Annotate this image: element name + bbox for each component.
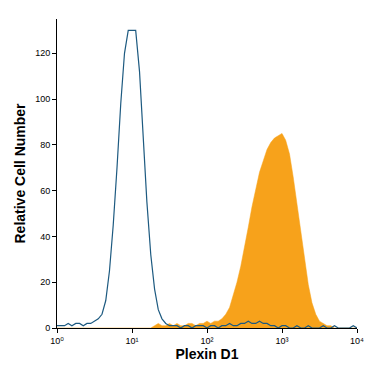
svg-text:10⁰: 10⁰	[50, 336, 64, 346]
svg-text:60: 60	[40, 186, 50, 196]
svg-text:80: 80	[40, 140, 50, 150]
svg-text:120: 120	[35, 48, 50, 58]
svg-text:10³: 10³	[275, 336, 288, 346]
svg-text:10²: 10²	[200, 336, 213, 346]
svg-text:10⁴: 10⁴	[350, 336, 364, 346]
svg-text:Relative Cell Number: Relative Cell Number	[12, 103, 28, 244]
svg-text:40: 40	[40, 232, 50, 242]
svg-text:10¹: 10¹	[125, 336, 138, 346]
svg-text:20: 20	[40, 277, 50, 287]
svg-text:0: 0	[45, 323, 50, 333]
svg-text:Plexin D1: Plexin D1	[175, 346, 238, 362]
svg-text:100: 100	[35, 94, 50, 104]
